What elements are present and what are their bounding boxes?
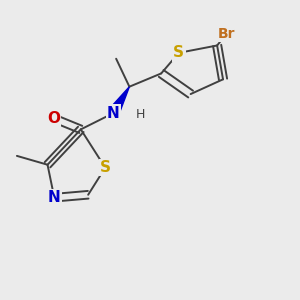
- Text: O: O: [47, 111, 60, 126]
- Text: N: N: [48, 190, 61, 205]
- Text: S: S: [173, 45, 184, 60]
- Polygon shape: [108, 87, 129, 116]
- Text: H: H: [135, 108, 145, 121]
- Text: N: N: [107, 106, 120, 121]
- Text: Br: Br: [218, 27, 235, 41]
- Text: S: S: [100, 160, 111, 175]
